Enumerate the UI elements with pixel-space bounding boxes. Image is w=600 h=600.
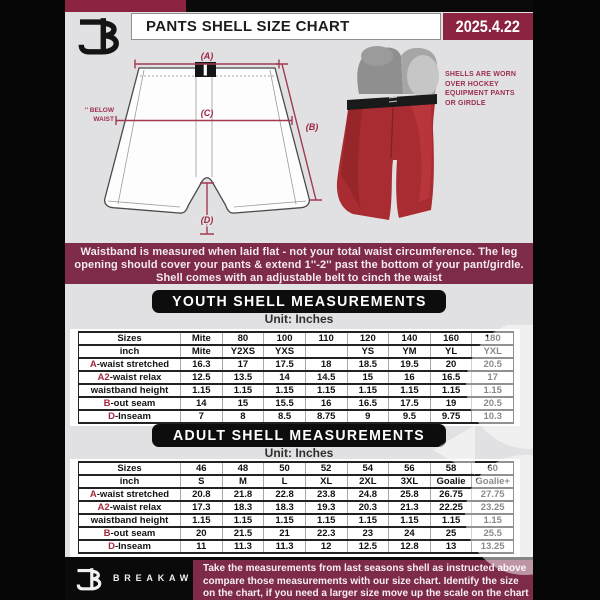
table-row: Sizes 46 48 50 52 54 56 58 60 xyxy=(78,461,514,476)
shorts-outline xyxy=(104,67,310,214)
breakaway-footer-logo-icon xyxy=(76,568,102,591)
info-line: opening should cover your pants & extend… xyxy=(74,259,524,271)
table-row: A-waist stretched 20.8 21.8 22.8 23.8 24.8 25… xyxy=(78,488,514,502)
table-row: A2-waist relax 17.3 18.3 18.3 19.3 20.3 21.3 2… xyxy=(78,501,514,515)
measure-label-c: (C) xyxy=(201,108,214,118)
poster-page: PANTS SHELL SIZE CHART 2025.4.22 (A) (C)… xyxy=(65,0,533,600)
date-text: 2025.4.22 xyxy=(455,17,521,36)
footer-note-line: on the chart, if you need a larger size … xyxy=(203,588,529,599)
seam-lines xyxy=(107,69,307,208)
breakaway-logo-icon xyxy=(78,18,119,55)
adult-size-table: Sizes 46 48 50 52 54 56 58 60 inch S M L XL 2XL 3XL G… xyxy=(78,461,514,554)
youth-table-panel: Sizes Mite 80 100 110 120 140 160 180 inch Mite… xyxy=(70,329,520,426)
table-row: B-out seam 14 15 15.5 16 16.5 17.5 19 20.5 xyxy=(78,397,514,411)
table-row: waistband height 1.15 1.15 1.15 1.15 1.15 1.1… xyxy=(78,384,514,398)
brand-wordmark: BREAKAWAY xyxy=(113,573,214,583)
caption-line: OVER HOCKEY xyxy=(445,80,499,88)
youth-section-banner: YOUTH SHELL MEASUREMENTS xyxy=(152,290,446,313)
page-title: PANTS SHELL SIZE CHART xyxy=(131,13,441,40)
footer-note-line: Take the measurements from last seasons … xyxy=(203,563,527,574)
youth-unit-label: Unit: Inches xyxy=(264,312,334,326)
measure-label-a: (A) xyxy=(201,51,214,61)
top-black-strip xyxy=(186,0,533,12)
footer-note-line: compare those measurements with our size… xyxy=(203,575,519,587)
youth-size-table: Sizes Mite 80 100 110 120 140 160 180 inch Mite… xyxy=(78,331,514,424)
table-row: D-Inseam 11 11.3 11.3 12 12.5 12.8 13 13.25 xyxy=(78,540,514,554)
table-row: D-Inseam 7 8 8.5 8.75 9 9.5 9.75 10.3 xyxy=(78,410,514,424)
shell-caption: SHELLS ARE WORN OVER HOCKEY EQUIPMENT PA… xyxy=(445,70,533,108)
footer-instructions: Take the measurements from last seasons … xyxy=(193,560,533,600)
measurement-info-banner: Waistband is measured when laid flat - n… xyxy=(65,243,533,284)
adult-unit-label: Unit: Inches xyxy=(264,446,334,460)
shell-photo-illustration xyxy=(336,46,439,220)
table-row: A2-waist relax 12.5 13.5 14 14.5 15 16 16.5 17 xyxy=(78,371,514,385)
top-accent-strip xyxy=(65,0,186,12)
table-row: inch S M L XL 2XL 3XL Goalie Goalie+ xyxy=(78,475,514,489)
table-row: A-waist stretched 16.3 17 17.5 18 18.5 19.5 20… xyxy=(78,358,514,372)
adult-section-banner: ADULT SHELL MEASUREMENTS xyxy=(152,424,446,447)
adult-table-panel: Sizes 46 48 50 52 54 56 58 60 inch S M L XL 2XL 3XL G… xyxy=(70,459,520,558)
youth-section-title: YOUTH SHELL MEASUREMENTS xyxy=(171,293,427,310)
caption-line: SHELLS ARE WORN xyxy=(445,71,517,78)
date-badge: 2025.4.22 xyxy=(443,13,533,40)
caption-line: OR GIRDLE xyxy=(445,99,486,107)
waist-note-line1: 7'' BELOW xyxy=(85,107,115,114)
info-line: Waistband is measured when laid flat - n… xyxy=(80,246,518,258)
table-row: B-out seam 20 21.5 21 22.3 23 24 25 25.5 xyxy=(78,527,514,541)
measurement-arrows xyxy=(115,59,322,235)
measure-label-d: (D) xyxy=(201,215,214,225)
table-row: Sizes Mite 80 100 110 120 140 160 180 xyxy=(78,331,514,346)
shorts-measurement-diagram: (A) (C) (B) (D) 7'' BELOW WAIST xyxy=(85,51,322,235)
measure-label-b: (B) xyxy=(306,122,319,132)
footer-bar: BREAKAWAY Take the measurements from las… xyxy=(65,557,533,600)
caption-line: EQUIPMENT PANTS xyxy=(445,90,515,97)
info-line: Shell comes with an adjustable belt to c… xyxy=(156,272,442,284)
waist-note-line2: WAIST xyxy=(93,116,114,123)
table-row: inch Mite Y2XS YXS YS YM YL YXL xyxy=(78,345,514,359)
table-row: waistband height 1.15 1.15 1.15 1.15 1.15 1.1… xyxy=(78,514,514,528)
belt-buckle-icon xyxy=(195,62,216,77)
adult-section-title: ADULT SHELL MEASUREMENTS xyxy=(173,427,425,444)
